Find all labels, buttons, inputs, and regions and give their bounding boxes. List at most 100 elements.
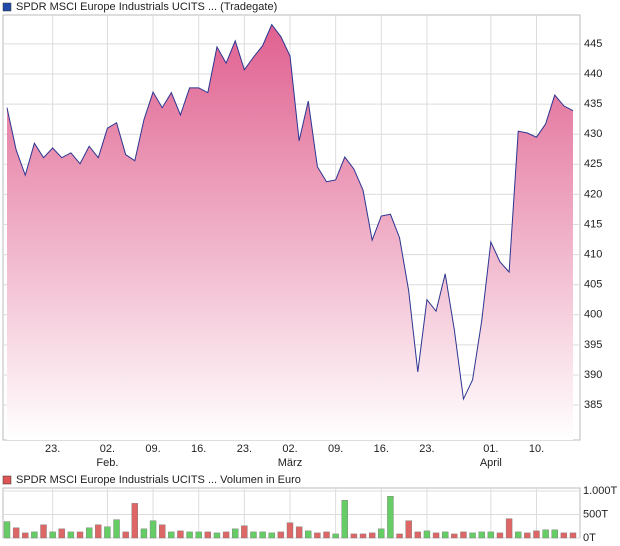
x-tick-label: 01. <box>483 443 498 455</box>
volume-bar <box>542 529 549 539</box>
price-line <box>6 23 574 401</box>
y-tick-label: 410 <box>584 248 602 260</box>
volume-bar <box>496 532 504 539</box>
volume-bar <box>259 531 266 539</box>
volume-bar <box>213 532 221 539</box>
volume-bar <box>12 527 20 539</box>
y-tick-label: 440 <box>584 68 602 80</box>
y-tick-label: 395 <box>584 339 602 351</box>
volume-bar <box>432 532 440 539</box>
volume-bar <box>359 533 367 539</box>
volume-bar <box>277 531 285 539</box>
x-tick-label: 16. <box>374 443 389 455</box>
x-tick-label: 02. <box>100 443 115 455</box>
legend-swatch <box>2 475 12 485</box>
volume-bar <box>177 530 184 539</box>
price-title: SPDR MSCI Europe Industrials UCITS ... (… <box>16 1 277 13</box>
volume-bar <box>314 532 321 539</box>
y-tick-label: 435 <box>584 98 602 110</box>
x-tick-label: 23. <box>419 443 434 455</box>
x-tick-label: 02. <box>282 443 297 455</box>
volume-bar <box>305 530 312 539</box>
volume-bar <box>505 518 513 539</box>
volume-bar <box>341 500 348 539</box>
volume-bar <box>241 525 248 539</box>
x-month-label: März <box>278 457 302 469</box>
y-tick-label: 400 <box>584 309 602 321</box>
y-tick-label: 0T <box>583 532 596 544</box>
volume-bar <box>478 531 485 539</box>
volume-bar <box>286 522 294 539</box>
volume-bar <box>40 524 47 539</box>
y-tick-label: 420 <box>584 188 602 200</box>
volume-bar <box>58 528 65 539</box>
volume-bar <box>122 531 129 539</box>
volume-bar <box>85 527 93 539</box>
x-tick-label: 09. <box>145 443 160 455</box>
volume-bar <box>487 531 495 539</box>
volume-bar <box>533 530 540 539</box>
price-area <box>7 24 573 441</box>
volume-bar <box>569 532 577 539</box>
volume-bar <box>140 528 148 539</box>
volume-bar <box>524 532 531 539</box>
volume-bar <box>405 520 412 539</box>
volume-bar <box>67 531 75 539</box>
y-tick-label: 445 <box>584 38 602 50</box>
volume-bar <box>222 531 230 539</box>
y-tick-label: 1.000T <box>583 485 618 497</box>
x-tick-label: 23. <box>237 443 252 455</box>
volume-bar <box>22 532 29 539</box>
volume-bar <box>104 526 111 539</box>
volume-bar <box>31 531 38 539</box>
volume-bar <box>195 531 202 539</box>
volume-bar <box>95 524 102 539</box>
volume-bar <box>76 531 84 539</box>
x-month-label: April <box>480 457 502 469</box>
x-month-label: Feb. <box>96 457 118 469</box>
volume-bar <box>469 532 476 539</box>
volume-bar <box>131 503 139 539</box>
volume-bar <box>560 532 568 539</box>
volume-bar <box>350 533 358 539</box>
y-tick-label: 500T <box>583 508 608 520</box>
volume-bar <box>232 528 239 539</box>
volume-bar <box>49 531 56 539</box>
y-tick-label: 425 <box>584 158 602 170</box>
y-tick-label: 385 <box>584 399 602 411</box>
volume-bar <box>149 520 157 539</box>
volume-bar <box>323 531 330 539</box>
volume-bar <box>378 528 385 539</box>
volume-bar <box>414 531 422 539</box>
volume-bar <box>332 533 339 539</box>
volume-bar <box>396 533 403 539</box>
volume-bar <box>113 519 120 539</box>
volume-bar <box>460 531 467 539</box>
volume-bar <box>3 521 11 539</box>
volume-bar <box>387 496 394 539</box>
y-tick-label: 405 <box>584 279 602 291</box>
y-tick-label: 430 <box>584 128 602 140</box>
x-tick-label: 10. <box>529 443 544 455</box>
x-tick-label: 16. <box>191 443 206 455</box>
volume-bar <box>158 524 166 539</box>
volume-bar <box>250 531 257 539</box>
x-tick-label: 23. <box>45 443 60 455</box>
legend-swatch <box>2 2 12 12</box>
volume-bar <box>441 531 449 539</box>
volume-bar <box>295 526 303 539</box>
volume-bar <box>515 531 522 539</box>
volume-bar <box>451 533 458 539</box>
volume-bar <box>423 530 431 539</box>
x-tick-label: 09. <box>328 443 343 455</box>
y-tick-label: 390 <box>584 369 602 381</box>
volume-title: SPDR MSCI Europe Industrials UCITS ... V… <box>16 474 301 486</box>
volume-bar <box>168 531 175 539</box>
volume-bar <box>204 531 212 539</box>
y-tick-label: 415 <box>584 218 602 230</box>
volume-bar <box>268 532 275 539</box>
volume-bar <box>368 532 376 539</box>
volume-bar <box>186 531 193 539</box>
volume-bar <box>551 529 558 539</box>
